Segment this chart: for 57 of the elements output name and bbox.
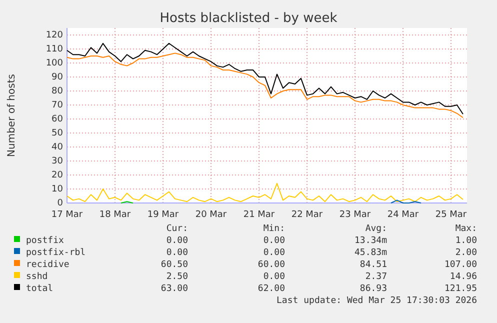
text: 0.00 [263,272,285,282]
y-tick-label: 40 [52,142,64,152]
x-tick-label: 22 Mar [291,210,323,220]
text: Last update: Wed Mar 25 17:30:03 2026 [276,296,477,306]
legend-label: postfix-rbl [26,248,86,258]
text: 60.00 [258,260,285,270]
y-tick-label: 80 [52,86,64,96]
y-tick-label: 100 [46,58,64,68]
y-tick-label: 120 [46,30,64,40]
x-tick-label: 23 Mar [339,210,371,220]
x-tick-label: 21 Mar [243,210,275,220]
y-tick-label: 60 [52,114,64,124]
text: 63.00 [160,284,188,294]
y-tick-label: 20 [52,170,64,180]
y-axis-title: Number of hosts [6,74,18,157]
text: 84.51 [360,260,387,270]
y-tick-label: 70 [52,100,64,110]
y-tick-label: 90 [52,72,64,82]
text: 0.00 [263,236,285,246]
legend-label: sshd [26,272,48,282]
legend-label: total [26,284,54,294]
text: 2.50 [166,272,188,282]
x-tick-label: 20 Mar [195,210,227,220]
line-series [66,182,464,202]
line-series [66,42,464,115]
text: 62.00 [258,284,285,294]
text: 0.00 [166,248,188,258]
text: 60.50 [160,260,188,270]
y-tick-label: 110 [46,44,64,54]
text: Cur: [166,224,188,234]
text: 0.00 [263,248,285,258]
text: Max: [455,224,477,234]
y-tick-label: 0 [57,198,64,208]
text: 0.00 [166,236,188,246]
text: 14.96 [450,272,477,282]
legend-label: postfix [26,236,65,246]
chart-title: Hosts blacklisted - by week [160,11,338,26]
text: 45.83m [354,248,387,258]
y-tick-label: 10 [52,184,64,194]
text: 121.95 [444,284,477,294]
y-tick-label: 50 [52,128,64,138]
text: 107.00 [444,260,477,270]
text: 13.34m [354,236,387,246]
line-series [66,52,464,118]
text: 86.93 [360,284,387,294]
x-tick-label: 18 Mar [99,210,131,220]
x-tick-label: 25 Mar [435,210,467,220]
x-tick-label: 19 Mar [147,210,179,220]
text: 1.00 [455,236,477,246]
text: Min: [263,224,285,234]
x-tick-label: 17 Mar [51,210,83,220]
text: 2.00 [455,248,477,258]
x-tick-label: 24 Mar [387,210,419,220]
y-tick-label: 30 [52,156,64,166]
text: 2.37 [365,272,387,282]
legend-label: recidive [26,260,70,270]
text: Avg: [365,224,387,234]
